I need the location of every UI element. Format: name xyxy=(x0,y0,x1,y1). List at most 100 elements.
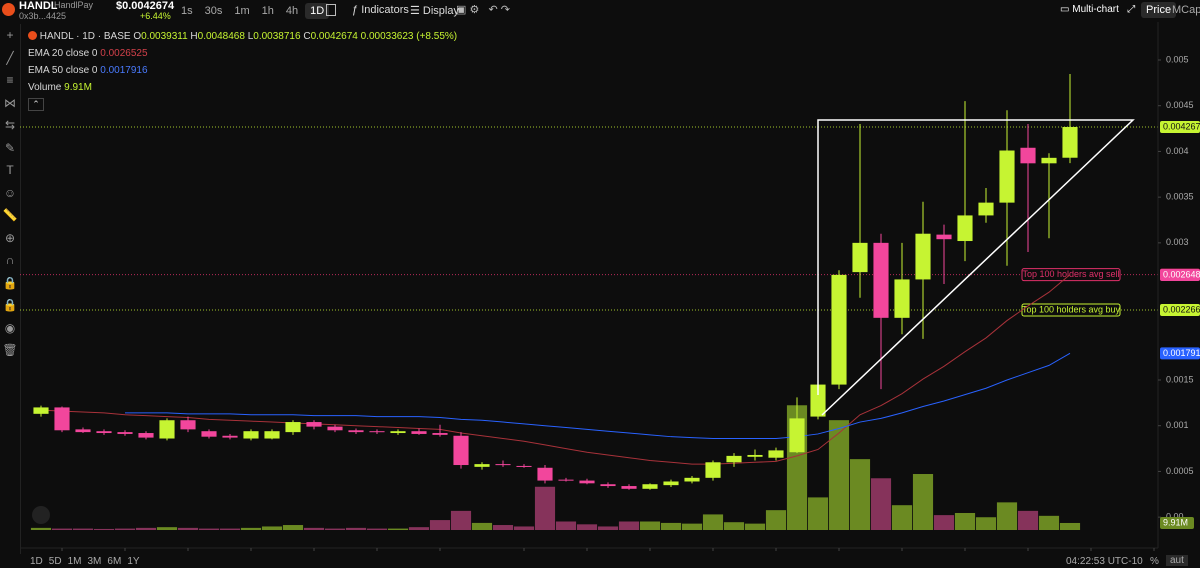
candle-body xyxy=(306,422,322,427)
candle-body xyxy=(789,418,805,453)
volume-bar xyxy=(387,528,409,530)
ema20-row: EMA 20 close 0 0.0026525 xyxy=(28,45,457,62)
candle-body xyxy=(1062,126,1078,158)
volume-bar xyxy=(198,528,220,530)
volume-bar xyxy=(345,527,367,530)
candle-body xyxy=(747,454,763,457)
auto-toggle[interactable]: aut xyxy=(1166,555,1188,566)
volume-bar xyxy=(240,527,262,530)
address[interactable]: 0x3b...4425 xyxy=(19,11,67,21)
ema-line xyxy=(40,274,1071,465)
candle-body xyxy=(495,464,511,466)
volume-value: 9.91M xyxy=(64,82,92,93)
o-label: O xyxy=(133,31,142,42)
range-button[interactable]: 1M xyxy=(67,556,82,567)
c-value: 0.0042674 xyxy=(310,31,358,42)
indicators-button[interactable]: ƒ Indicators xyxy=(352,4,409,16)
ranges: 1D 5D 1M 3M 6M 1Y xyxy=(30,556,146,567)
axis-badge-label: 0.002266 xyxy=(1163,304,1200,314)
candle-body xyxy=(705,462,721,478)
volume-bar xyxy=(912,474,934,530)
volume-bar xyxy=(807,497,829,530)
y-tick-label: 0.003 xyxy=(1166,237,1189,247)
candle-body xyxy=(621,486,637,489)
ema20-name: EMA 20 close 0 xyxy=(28,48,98,59)
candle-body xyxy=(369,431,385,433)
range-button[interactable]: 6M xyxy=(107,556,122,567)
percent-toggle[interactable]: % xyxy=(1150,556,1159,567)
timeframe-button[interactable]: 4h xyxy=(285,5,299,17)
ema50-name: EMA 50 close 0 xyxy=(28,65,98,76)
y-tick-label: 0.0035 xyxy=(1166,192,1194,202)
volume-badge-label: 9.91M xyxy=(1163,517,1188,527)
legend-symbol: HANDL · 1D · BASE xyxy=(39,31,131,42)
candle-body xyxy=(54,407,70,431)
volume-bar xyxy=(156,527,178,530)
candle-body xyxy=(663,481,679,486)
axis-badge xyxy=(1160,303,1200,316)
volume-bar xyxy=(72,528,94,530)
timeframe-button[interactable]: 1D xyxy=(305,3,330,19)
volume-bar xyxy=(933,515,955,530)
volume-bar xyxy=(282,525,304,530)
candle-icon[interactable] xyxy=(326,4,336,16)
candle-body xyxy=(222,435,238,438)
volume-bar xyxy=(996,502,1018,530)
timeframe-button[interactable]: 1s xyxy=(181,5,193,17)
volume-bar xyxy=(618,521,640,530)
toolbar-icons[interactable]: ▣ ⚙ ↶ ↷ xyxy=(456,4,510,16)
volume-bar xyxy=(744,523,766,530)
token-name: HandlPay xyxy=(54,0,94,10)
timeframe-button[interactable]: 1m xyxy=(234,5,250,17)
ohlc-row: HANDL · 1D · BASE O0.0039311 H0.0048468 … xyxy=(28,28,457,45)
o-value: 0.0039311 xyxy=(141,31,188,42)
volume-bar xyxy=(513,526,535,530)
annotation-label: Top 100 holders avg buy xyxy=(1022,304,1121,314)
price-toggle[interactable]: Price xyxy=(1141,2,1177,18)
mcap-toggle[interactable]: MCap xyxy=(1172,4,1200,16)
timeframe-button[interactable]: 1h xyxy=(261,5,274,17)
range-button[interactable]: 3M xyxy=(87,556,102,567)
indicators-label: Indicators xyxy=(361,4,409,16)
volume-bar xyxy=(555,521,577,530)
volume-bar xyxy=(597,526,619,530)
range-button[interactable]: 1D xyxy=(30,556,43,567)
change-value: 0.00033623 (+8.55%) xyxy=(360,31,458,42)
volume-bar xyxy=(492,525,514,530)
volume-bar xyxy=(534,486,556,530)
axis-badge-label: 0.004267 xyxy=(1163,121,1200,131)
candle-body xyxy=(957,215,973,242)
price: $0.0042674 xyxy=(116,0,175,12)
volume-bar xyxy=(177,527,199,530)
drawing-toolbar[interactable]: + ╱ ≡ ⋈ ⇆ ✎ T ☺ 📏 ⊕ ∩ 🔒 🔒 ◉ 🗑 xyxy=(0,24,21,554)
multichart-label: Multi-chart xyxy=(1072,4,1119,15)
axis-badge-label: 0.002648 xyxy=(1163,269,1200,279)
range-button[interactable]: 1Y xyxy=(127,556,140,567)
timeframe-button[interactable]: 30s xyxy=(204,5,223,17)
range-button[interactable]: 5D xyxy=(48,556,62,567)
legend-logo xyxy=(28,31,37,40)
display-button[interactable]: ☰ Display xyxy=(410,5,459,17)
volume-bar xyxy=(261,526,283,530)
ema-line xyxy=(125,352,1071,440)
candle-body xyxy=(159,420,175,439)
volume-badge xyxy=(1160,516,1194,529)
tv-logo[interactable] xyxy=(32,506,50,524)
token-logo xyxy=(2,3,15,16)
volume-bar xyxy=(975,517,997,530)
candle-body xyxy=(558,479,574,481)
candle-body xyxy=(999,150,1015,203)
candle-body xyxy=(390,431,406,434)
multichart-button[interactable]: ▭ Multi-chart ⤢ xyxy=(1060,4,1136,15)
volume-bar xyxy=(366,528,388,530)
collapse-button[interactable]: ⌃ xyxy=(28,98,44,111)
candle-body xyxy=(642,484,658,489)
volume-bar xyxy=(30,527,52,530)
l-label: L xyxy=(247,31,254,42)
volume-name: Volume xyxy=(28,82,62,93)
y-tick-label: 0.001 xyxy=(1166,420,1189,430)
volume-bar xyxy=(765,510,787,530)
candle-body xyxy=(768,450,784,458)
axis-badge xyxy=(1160,347,1200,360)
